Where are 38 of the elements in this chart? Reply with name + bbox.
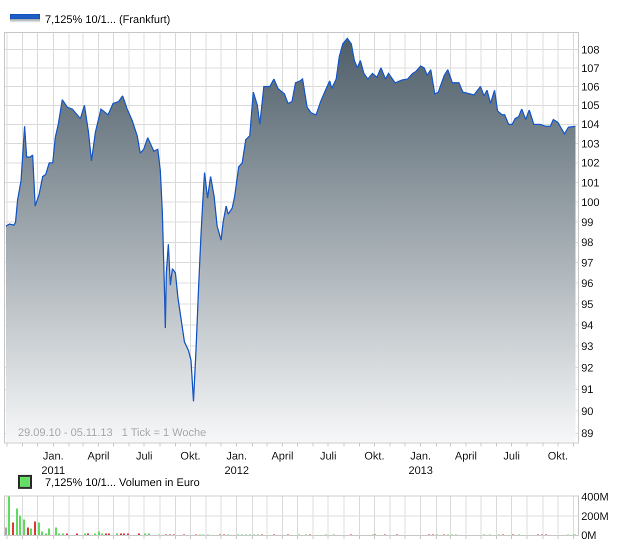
y-tick-label: 96 (581, 278, 594, 290)
y-tick-label: 105 (581, 100, 600, 112)
y-tick-label: 94 (581, 320, 594, 332)
y-tick-label: 89 (581, 428, 594, 440)
y-tick-label: 107 (581, 62, 600, 75)
y-tick-label: 106 (581, 81, 600, 94)
y-tick-label: 98 (581, 237, 594, 250)
annotation: 29.09.10 - 05.11.13 1 Tick = 1 Woche (18, 427, 206, 439)
y-tick-label: 95 (581, 298, 594, 311)
y-tick-label: 108 (581, 44, 600, 56)
y-tick-label: 93 (581, 341, 594, 354)
y-tick-label: 101 (581, 177, 600, 190)
legend-label: 7,125% 10/1... Volumen in Euro (45, 477, 200, 490)
y-tick-label: 102 (581, 158, 600, 170)
x-tick-label: Jan. 2011 (41, 450, 66, 477)
y-tick-label: 90 (581, 406, 594, 418)
x-tick-label: Juli (136, 450, 152, 463)
x-tick-label: April (87, 450, 110, 463)
y-tick-label: 91 (581, 384, 594, 396)
x-tick-label: Okt. (180, 450, 201, 463)
y-tick-label: 92 (581, 362, 594, 374)
y-tick-label: 400M (581, 492, 609, 504)
x-tick-label: Juli (503, 450, 520, 463)
y-tick-label: 97 (581, 257, 594, 270)
y-tick-label: 200M (581, 510, 609, 523)
y-tick-label: 100 (581, 197, 600, 210)
y-tick-label: 104 (581, 119, 600, 132)
legend-label: 7,125% 10/1... (Frankfurt) (45, 14, 170, 26)
y-tick-label: 103 (581, 138, 600, 150)
x-tick-label: April (271, 450, 294, 463)
x-tick-label: April (454, 450, 477, 463)
x-tick-label: Okt. (364, 450, 385, 463)
x-tick-label: Jan. 2013 (408, 450, 433, 477)
x-tick-label: Jan. 2012 (224, 450, 249, 477)
x-tick-label: Juli (320, 450, 336, 463)
x-tick-label: Okt. (548, 450, 568, 463)
y-tick-label: 99 (581, 216, 594, 229)
y-tick-label: 0M (581, 530, 596, 542)
